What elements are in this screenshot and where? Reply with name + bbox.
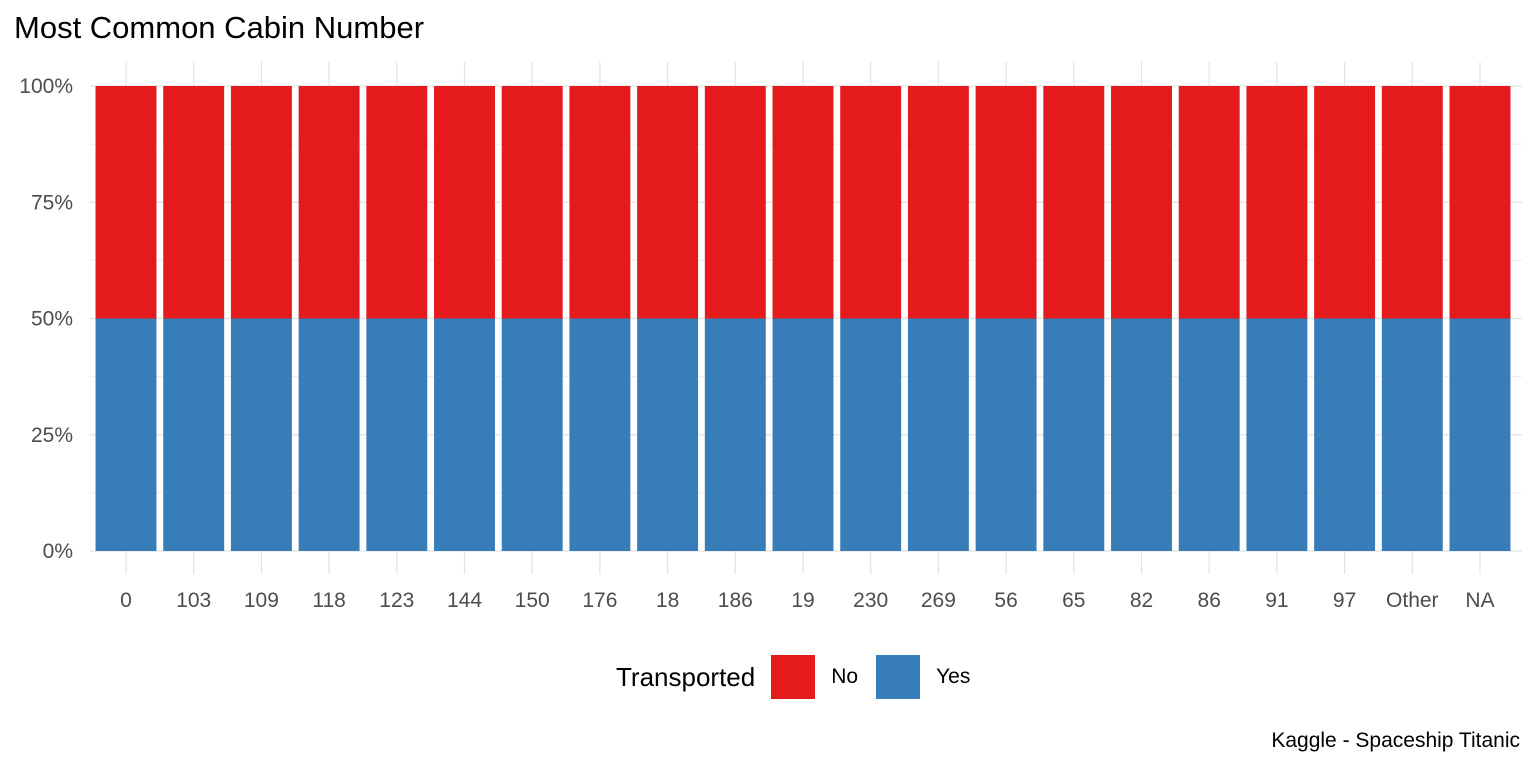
- x-tick-label: 118: [312, 589, 345, 612]
- y-tick-label: 25%: [31, 424, 73, 447]
- bar-yes-56: [975, 318, 1037, 551]
- legend-title: Transported: [616, 661, 756, 692]
- bar-no-269: [907, 86, 969, 319]
- bar-no-82: [1111, 86, 1172, 319]
- bar-no-123: [366, 86, 428, 319]
- x-tick-label: 123: [379, 589, 414, 612]
- bar-yes-18: [637, 318, 699, 551]
- x-tick-label: 176: [582, 589, 617, 612]
- bar-no-230: [840, 86, 902, 319]
- legend-label-yes: Yes: [936, 665, 971, 688]
- bar-yes-186: [704, 318, 766, 551]
- bar-no-97: [1314, 86, 1376, 319]
- bar-no-91: [1246, 86, 1308, 319]
- bar-no-18: [637, 86, 699, 319]
- bar-no-na: [1449, 86, 1511, 319]
- bar-yes-176: [569, 318, 631, 551]
- x-axis-ticks: 0 103 109 118 123 144 150 176 18 186 19 230 269 56 65 8…: [120, 589, 1494, 612]
- legend-key-no: [771, 655, 816, 699]
- x-tick-label: 150: [515, 589, 550, 612]
- chart-caption: Kaggle - Spaceship Titanic: [1271, 729, 1520, 752]
- bar-yes-103: [163, 318, 225, 551]
- bar-yes-150: [501, 318, 563, 551]
- bar-no-103: [163, 86, 225, 319]
- x-tick-label: 18: [656, 589, 679, 612]
- bar-yes-na: [1449, 318, 1511, 551]
- bar-yes-91: [1246, 318, 1308, 551]
- bar-no-19: [772, 86, 834, 319]
- bar-no-109: [230, 86, 292, 319]
- bar-no-176: [569, 86, 631, 319]
- x-tick-label: 103: [176, 589, 211, 612]
- bar-yes-19: [772, 318, 834, 551]
- legend-key-yes: [876, 655, 921, 699]
- x-tick-label: 269: [921, 589, 956, 612]
- bar-no-0: [95, 86, 157, 319]
- bar-no-186: [704, 86, 766, 319]
- y-tick-label: 75%: [31, 191, 73, 214]
- x-tick-label: Other: [1386, 589, 1439, 612]
- y-axis-ticks: 0% 25% 50% 75% 100%: [19, 75, 73, 563]
- bar-yes-97: [1314, 318, 1376, 551]
- bar-no-86: [1178, 86, 1240, 319]
- bar-no-118: [298, 86, 360, 319]
- x-tick-label: NA: [1465, 589, 1494, 612]
- x-tick-label: 186: [718, 589, 753, 612]
- bar-yes-269: [907, 318, 969, 551]
- bar-yes-65: [1043, 318, 1105, 551]
- bar-yes-other: [1381, 318, 1443, 551]
- bar-layer: [95, 86, 1511, 551]
- bar-no-144: [434, 86, 495, 319]
- bar-yes-82: [1111, 318, 1172, 551]
- x-tick-label: 65: [1062, 589, 1085, 612]
- bar-no-65: [1043, 86, 1105, 319]
- x-tick-label: 109: [244, 589, 279, 612]
- x-tick-label: 97: [1333, 589, 1356, 612]
- x-tick-label: 82: [1130, 589, 1153, 612]
- bar-yes-123: [366, 318, 428, 551]
- bar-yes-118: [298, 318, 360, 551]
- y-tick-label: 50%: [31, 308, 73, 331]
- x-tick-label: 144: [447, 589, 482, 612]
- x-tick-label: 91: [1265, 589, 1288, 612]
- chart-title: Most Common Cabin Number: [14, 10, 425, 45]
- x-tick-label: 56: [994, 589, 1017, 612]
- bar-yes-109: [230, 318, 292, 551]
- x-tick-label: 19: [791, 589, 814, 612]
- bar-yes-144: [434, 318, 495, 551]
- x-tick-label: 86: [1198, 589, 1221, 612]
- bar-yes-86: [1178, 318, 1240, 551]
- bar-yes-0: [95, 318, 157, 551]
- legend: Transported No Yes: [616, 654, 988, 700]
- bar-no-other: [1381, 86, 1443, 319]
- bar-yes-230: [840, 318, 902, 551]
- y-tick-label: 0%: [43, 540, 73, 563]
- x-tick-label: 230: [853, 589, 888, 612]
- bar-no-56: [975, 86, 1037, 319]
- legend-label-no: No: [831, 665, 859, 688]
- bar-no-150: [501, 86, 563, 319]
- y-tick-label: 100%: [19, 75, 73, 98]
- x-tick-label: 0: [120, 589, 132, 612]
